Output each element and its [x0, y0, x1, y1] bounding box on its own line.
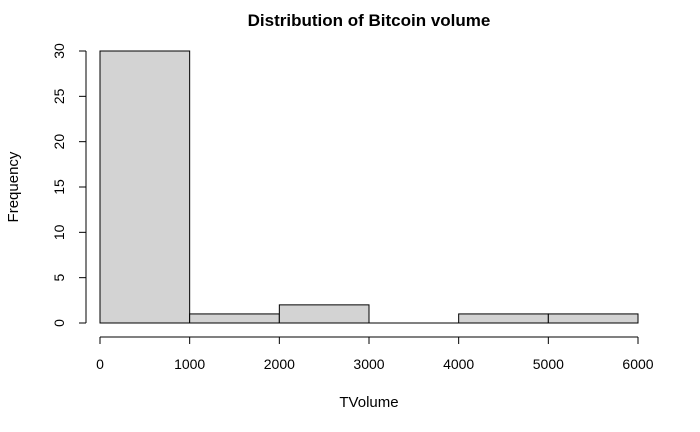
y-axis: 0 5 10 15 20 25 30: [51, 43, 87, 327]
x-tick-label: 6000: [622, 356, 653, 372]
x-tick-label: 1000: [174, 356, 205, 372]
histogram-bar: [99, 50, 191, 324]
y-tick-label: 25: [51, 88, 67, 104]
x-tick-label: 0: [96, 356, 104, 372]
histogram-bar: [547, 313, 639, 324]
x-tick-label: 5000: [533, 356, 564, 372]
x-tick-label: 2000: [264, 356, 295, 372]
x-tick-label: 3000: [353, 356, 384, 372]
y-tick-label: 0: [51, 319, 67, 327]
y-axis-label: Frequency: [5, 151, 22, 222]
x-axis: 0 1000 2000 3000 4000 5000 6000: [96, 336, 654, 372]
y-tick-label: 5: [51, 274, 67, 282]
y-tick-label: 20: [51, 134, 67, 150]
bars-group: [99, 50, 639, 324]
histogram-bar: [458, 313, 549, 324]
x-axis-label: TVolume: [339, 394, 398, 411]
y-tick-label: 15: [51, 179, 67, 195]
y-tick-label: 10: [51, 224, 67, 240]
chart-title: Distribution of Bitcoin volume: [248, 11, 491, 30]
histogram-bar: [189, 313, 280, 324]
histogram-bar: [278, 304, 370, 324]
x-tick-label: 4000: [443, 356, 474, 372]
y-tick-label: 30: [51, 43, 67, 59]
